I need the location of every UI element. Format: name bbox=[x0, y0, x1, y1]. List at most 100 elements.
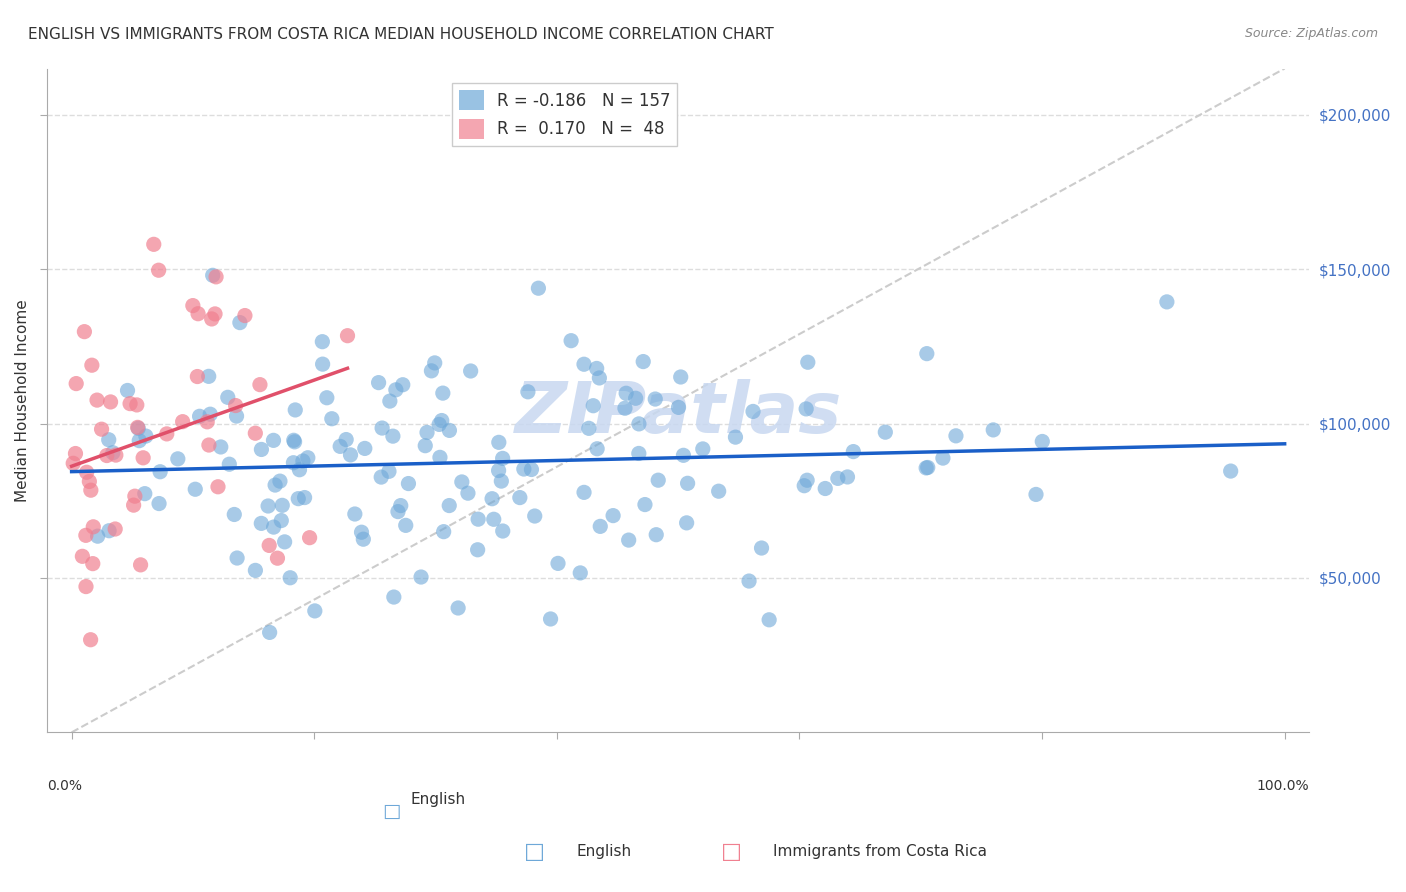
English bbox=[613, 401, 636, 416]
English bbox=[488, 435, 510, 450]
English bbox=[429, 450, 451, 465]
English bbox=[264, 478, 287, 492]
English bbox=[315, 391, 337, 405]
Immigrants from Costa Rica bbox=[195, 415, 218, 429]
English bbox=[491, 474, 513, 488]
English bbox=[523, 509, 546, 524]
English bbox=[669, 370, 692, 384]
Immigrants from Costa Rica bbox=[201, 312, 224, 326]
Immigrants from Costa Rica bbox=[127, 420, 149, 434]
Text: English: English bbox=[576, 845, 631, 859]
Immigrants from Costa Rica bbox=[233, 309, 256, 323]
English bbox=[226, 551, 249, 566]
English bbox=[432, 386, 454, 401]
English bbox=[135, 429, 157, 443]
English bbox=[547, 557, 569, 571]
English bbox=[229, 316, 252, 330]
English bbox=[450, 475, 472, 489]
English bbox=[218, 457, 240, 471]
Immigrants from Costa Rica bbox=[65, 376, 87, 391]
English bbox=[294, 491, 316, 505]
Immigrants from Costa Rica bbox=[125, 398, 148, 412]
Immigrants from Costa Rica bbox=[186, 369, 208, 384]
English bbox=[627, 417, 650, 431]
English bbox=[917, 460, 939, 475]
English bbox=[793, 479, 815, 493]
English bbox=[287, 491, 309, 506]
English bbox=[602, 508, 624, 523]
English bbox=[250, 442, 273, 457]
English bbox=[245, 563, 267, 577]
English bbox=[378, 394, 401, 409]
English bbox=[627, 446, 650, 460]
English bbox=[396, 476, 419, 491]
Immigrants from Costa Rica bbox=[86, 393, 108, 408]
English bbox=[520, 462, 543, 476]
English bbox=[668, 401, 690, 415]
Text: 0.0%: 0.0% bbox=[48, 779, 83, 793]
English bbox=[827, 471, 849, 485]
Immigrants from Costa Rica bbox=[148, 263, 170, 277]
English bbox=[217, 390, 239, 404]
English bbox=[796, 473, 818, 487]
English bbox=[413, 439, 436, 453]
Immigrants from Costa Rica bbox=[72, 549, 94, 564]
English bbox=[117, 384, 139, 398]
English bbox=[391, 377, 413, 392]
English bbox=[492, 524, 515, 538]
English bbox=[304, 604, 326, 618]
English bbox=[263, 434, 285, 448]
Immigrants from Costa Rica bbox=[187, 307, 209, 321]
English bbox=[945, 429, 967, 443]
English bbox=[915, 346, 938, 360]
English bbox=[492, 451, 515, 466]
English bbox=[273, 534, 295, 549]
English bbox=[278, 571, 301, 585]
Immigrants from Costa Rica bbox=[90, 422, 112, 436]
English bbox=[224, 508, 246, 522]
Immigrants from Costa Rica bbox=[82, 557, 104, 571]
English bbox=[250, 516, 273, 531]
English bbox=[283, 456, 305, 470]
English bbox=[209, 440, 232, 454]
English bbox=[381, 429, 404, 443]
Text: ZIPatlas: ZIPatlas bbox=[515, 379, 842, 448]
English bbox=[284, 434, 307, 449]
English bbox=[676, 476, 699, 491]
English bbox=[578, 421, 600, 435]
Immigrants from Costa Rica bbox=[257, 538, 280, 552]
Text: English: English bbox=[411, 792, 465, 807]
English bbox=[128, 434, 150, 448]
Immigrants from Costa Rica bbox=[124, 489, 146, 503]
English bbox=[200, 407, 222, 421]
English bbox=[724, 430, 747, 444]
English bbox=[353, 442, 375, 456]
English bbox=[297, 450, 319, 465]
English bbox=[932, 451, 955, 466]
English bbox=[644, 392, 666, 406]
English bbox=[692, 442, 714, 456]
English bbox=[350, 525, 373, 540]
English bbox=[378, 464, 401, 478]
Immigrants from Costa Rica bbox=[75, 580, 97, 594]
English bbox=[409, 570, 432, 584]
English bbox=[457, 486, 479, 500]
Immigrants from Costa Rica bbox=[249, 377, 271, 392]
Immigrants from Costa Rica bbox=[80, 483, 103, 498]
English bbox=[389, 499, 412, 513]
Immigrants from Costa Rica bbox=[62, 456, 84, 470]
English bbox=[488, 463, 510, 477]
Text: □: □ bbox=[721, 842, 741, 862]
English bbox=[420, 364, 443, 378]
Immigrants from Costa Rica bbox=[100, 395, 122, 409]
Text: ENGLISH VS IMMIGRANTS FROM COSTA RICA MEDIAN HOUSEHOLD INCOME CORRELATION CHART: ENGLISH VS IMMIGRANTS FROM COSTA RICA ME… bbox=[28, 27, 773, 42]
English bbox=[447, 601, 470, 615]
English bbox=[423, 356, 446, 370]
Immigrants from Costa Rica bbox=[75, 528, 97, 542]
Text: 100.0%: 100.0% bbox=[1257, 779, 1309, 793]
English bbox=[321, 411, 343, 425]
English bbox=[647, 473, 669, 487]
English bbox=[707, 484, 730, 499]
English bbox=[560, 334, 582, 348]
Legend: R = -0.186   N = 157, R =  0.170   N =  48: R = -0.186 N = 157, R = 0.170 N = 48 bbox=[451, 84, 678, 145]
